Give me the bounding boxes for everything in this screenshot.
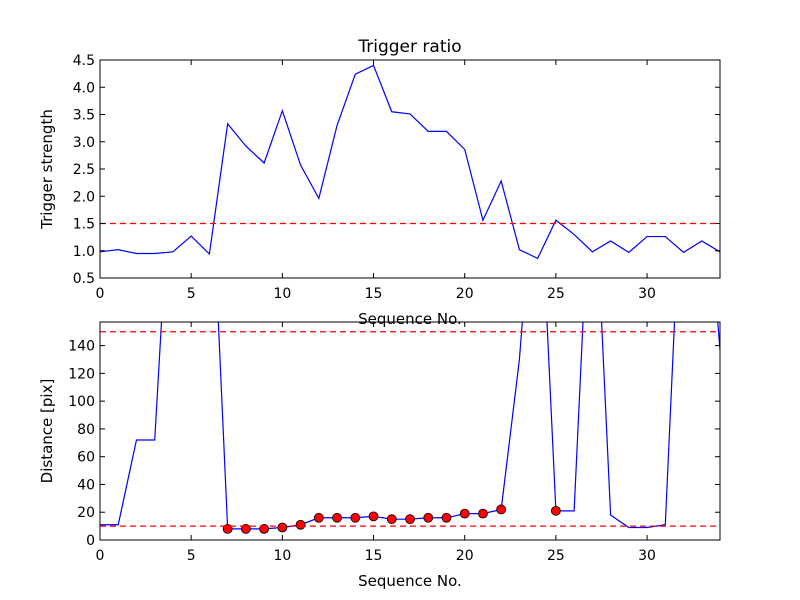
axes-frame (99, 321, 721, 541)
y-tick-label: 4.0 (73, 80, 95, 96)
data-point-marker (277, 522, 288, 533)
x-tick-label: 25 (547, 286, 565, 302)
x-tick-label: 0 (96, 548, 105, 564)
y-tick-label: 20 (77, 505, 95, 521)
chart-panel-1: 0 5 10 15 20 25 30 0.5 1.0 1.5 2.0 2.5 3.0 3.5 4.0 4.5 T… (38, 37, 721, 328)
y-axis-label: Trigger strength (38, 109, 56, 230)
y-tick-label: 140 (68, 339, 95, 355)
x-tick-label: 25 (547, 548, 565, 564)
y-tick-label: 0.5 (73, 271, 95, 287)
y-tick-label: 40 (77, 477, 95, 493)
x-tick-label: 30 (638, 548, 656, 564)
x-tick-label: 20 (456, 548, 474, 564)
y-tick-label: 4.5 (73, 53, 95, 69)
x-tick-label: 30 (638, 286, 656, 302)
data-point-marker (496, 504, 507, 515)
x-tick-label: 10 (273, 286, 291, 302)
y-tick-label: 2.0 (73, 189, 95, 205)
data-point-marker (550, 505, 561, 516)
x-tick-label: 15 (365, 548, 383, 564)
y-tick-label: 1.5 (73, 217, 95, 233)
data-point-marker (423, 512, 434, 523)
y-tick-label: 60 (77, 450, 95, 466)
data-point-marker (405, 514, 415, 525)
axes-frame (99, 59, 721, 279)
data-point-marker (368, 511, 379, 522)
y-tick-label: 1.0 (73, 244, 95, 260)
y-tick-label: 100 (68, 394, 95, 410)
y-axis-label: Distance [pix] (38, 379, 56, 484)
x-axis-label: Sequence No. (358, 310, 462, 328)
data-point-marker (295, 519, 306, 530)
data-point-marker (332, 512, 342, 523)
data-point-marker (386, 514, 397, 525)
x-tick-label: 0 (96, 286, 105, 302)
x-tick-label: 20 (456, 286, 474, 302)
chart-title: Trigger ratio (357, 37, 461, 57)
x-tick-label: 15 (365, 286, 383, 302)
data-point-marker (441, 512, 452, 523)
data-point-marker (478, 508, 488, 519)
y-tick-label: 3.0 (73, 135, 95, 151)
plot-area (100, 322, 720, 534)
data-point-marker (313, 512, 324, 523)
y-tick-label: 3.5 (73, 108, 95, 124)
x-tick-label: 10 (273, 548, 291, 564)
x-axis-label: Sequence No. (358, 572, 462, 590)
y-tick-label: 120 (68, 366, 95, 382)
data-point-marker (459, 508, 470, 519)
x-tick-label: 5 (187, 286, 196, 302)
x-tick-label: 5 (187, 548, 196, 564)
y-tick-label: 0 (86, 533, 95, 549)
plot-area (100, 64, 720, 260)
y-tick-label: 80 (77, 422, 95, 438)
y-tick-label: 2.5 (73, 162, 95, 178)
chart-panel-2: 0 5 10 15 20 25 30 0 20 40 60 80 100 120 140 Sequence N… (38, 321, 721, 590)
data-point-marker (350, 512, 361, 523)
series-line (100, 64, 720, 260)
